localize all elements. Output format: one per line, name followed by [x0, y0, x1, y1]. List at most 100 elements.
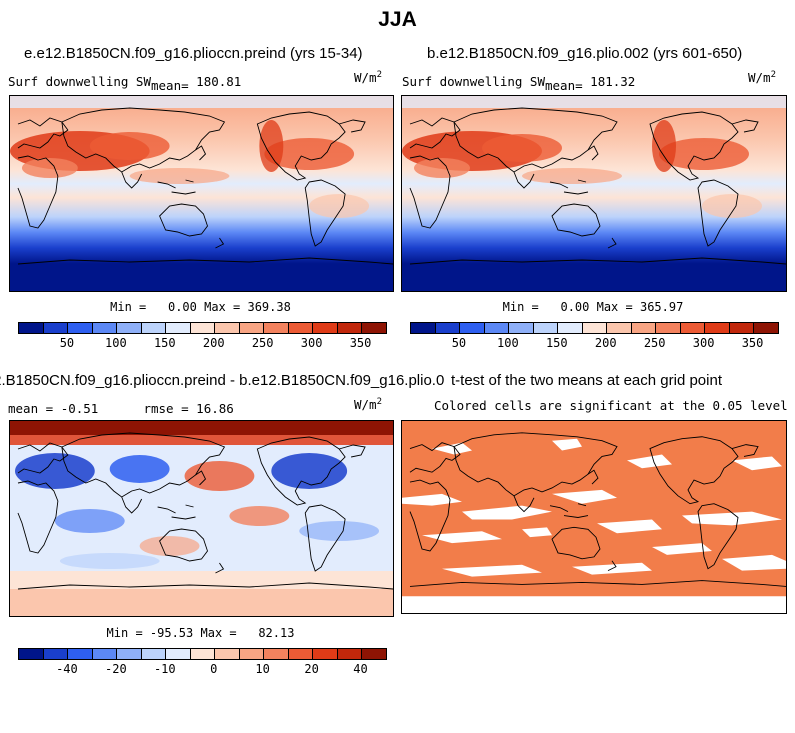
panel3-rmse-value: 16.86: [196, 401, 234, 416]
panel3-colorbar-ticks: -40 -20 -10 0 10 20 40: [18, 662, 385, 678]
colorbar-swatch: [509, 323, 534, 333]
panel4-title: t-test of the two means at each grid poi…: [451, 372, 722, 389]
panel2-minmax: Min = 0.00 Max = 365.97: [502, 300, 684, 314]
panel2-colorbar: [410, 322, 779, 334]
colorbar-swatch: [239, 649, 265, 659]
panel2-variable-label: Surf downwelling SWmean= 181.32: [402, 74, 635, 93]
colorbar-tick-label: 250: [643, 336, 666, 350]
main-title: JJA: [378, 8, 417, 31]
colorbar-swatch: [313, 649, 338, 659]
panel1-minmax: Min = 0.00 Max = 369.38: [110, 300, 291, 314]
panel1-colorbar: [18, 322, 387, 334]
colorbar-swatch: [705, 323, 730, 333]
panel2-mean-label: mean=: [545, 77, 583, 93]
panel3-map: [9, 420, 394, 617]
panel3-title: e.e12.B1850CN.f09_g16.plioccn.preind - b…: [0, 372, 445, 389]
colorbar-swatch: [19, 323, 44, 333]
colorbar-swatch: [288, 323, 314, 333]
colorbar-swatch: [190, 323, 216, 333]
colorbar-swatch: [656, 323, 681, 333]
colorbar-swatch: [680, 323, 706, 333]
colorbar-tick-label: 150: [153, 336, 176, 350]
colorbar-tick-label: 100: [497, 336, 519, 350]
colorbar-swatch: [484, 323, 510, 333]
panel1-variable-label: Surf downwelling SWmean= 180.81: [8, 74, 241, 93]
colorbar-swatch: [141, 323, 167, 333]
panel3-rmse-label: rmse =: [143, 401, 189, 416]
colorbar-swatch: [313, 323, 338, 333]
panel3-mean-label: mean =: [8, 401, 54, 416]
colorbar-swatch: [166, 323, 191, 333]
colorbar-swatch: [362, 323, 386, 333]
colorbar-tick-label: 250: [251, 336, 274, 350]
colorbar-tick-label: 20: [304, 662, 319, 676]
colorbar-swatch: [264, 649, 289, 659]
colorbar-tick-label: 50: [451, 336, 467, 350]
panel1-mean-label: mean=: [151, 77, 189, 93]
colorbar-tick-label: 50: [59, 336, 75, 350]
colorbar-swatch: [215, 649, 240, 659]
colorbar-tick-label: 300: [300, 336, 323, 350]
colorbar-tick-label: -10: [153, 662, 176, 676]
colorbar-swatch: [337, 323, 363, 333]
panel4-map: [401, 420, 787, 614]
colorbar-swatch: [141, 649, 167, 659]
panel3-stats: mean = -0.51 rmse = 16.86: [8, 401, 234, 416]
colorbar-swatch: [239, 323, 265, 333]
colorbar-swatch: [729, 323, 755, 333]
panel1-title: e.e12.B1850CN.f09_g16.plioccn.preind (yr…: [24, 45, 363, 62]
panel2-mean-value: 181.32: [590, 74, 636, 89]
panel3-mean-value: -0.51: [60, 401, 99, 416]
panel3-minmax: Min = -95.53 Max = 82.13: [106, 626, 295, 640]
colorbar-swatch: [19, 649, 44, 659]
colorbar-swatch: [68, 649, 93, 659]
colorbar-tick-label: 0: [210, 662, 218, 676]
panel1-map: [9, 95, 394, 292]
colorbar-tick-label: 350: [741, 336, 764, 350]
colorbar-tick-label: 10: [255, 662, 270, 676]
colorbar-swatch: [631, 323, 657, 333]
colorbar-swatch: [43, 323, 69, 333]
colorbar-swatch: [558, 323, 583, 333]
colorbar-tick-label: 150: [545, 336, 568, 350]
colorbar-swatch: [337, 649, 363, 659]
colorbar-swatch: [68, 323, 93, 333]
colorbar-swatch: [435, 323, 461, 333]
colorbar-swatch: [362, 649, 386, 659]
colorbar-tick-label: 200: [594, 336, 617, 350]
panel4-subtitle: Colored cells are significant at the 0.0…: [434, 398, 788, 413]
panel3-colorbar: [18, 648, 387, 660]
panel1-colorbar-ticks: 50 100 150 200 250 300 350: [18, 336, 385, 352]
panel3-units: W/m2: [354, 397, 382, 413]
colorbar-swatch: [533, 323, 559, 333]
panel1-mean-value: 180.81: [196, 74, 242, 89]
colorbar-swatch: [288, 649, 314, 659]
colorbar-swatch: [607, 323, 632, 333]
colorbar-swatch: [264, 323, 289, 333]
colorbar-swatch: [117, 649, 142, 659]
panel1-units: W/m2: [354, 70, 382, 86]
colorbar-swatch: [166, 649, 191, 659]
colorbar-swatch: [460, 323, 485, 333]
colorbar-tick-label: 40: [353, 662, 368, 676]
colorbar-swatch: [92, 323, 118, 333]
colorbar-tick-label: 200: [202, 336, 225, 350]
colorbar-tick-label: -40: [56, 662, 78, 676]
colorbar-swatch: [43, 649, 69, 659]
colorbar-swatch: [92, 649, 118, 659]
colorbar-swatch: [754, 323, 778, 333]
colorbar-swatch: [215, 323, 240, 333]
colorbar-swatch: [582, 323, 608, 333]
colorbar-tick-label: -20: [105, 662, 127, 676]
colorbar-swatch: [117, 323, 142, 333]
colorbar-swatch: [411, 323, 436, 333]
panel2-map: [401, 95, 787, 292]
colorbar-tick-label: 100: [105, 336, 127, 350]
colorbar-swatch: [190, 649, 216, 659]
panel2-colorbar-ticks: 50 100 150 200 250 300 350: [410, 336, 777, 352]
panel3-title-clip: e.e12.B1850CN.f09_g16.plioccn.preind - b…: [0, 372, 445, 392]
panel2-units: W/m2: [748, 70, 776, 86]
colorbar-tick-label: 350: [349, 336, 372, 350]
panel2-title: b.e12.B1850CN.f09_g16.plio.002 (yrs 601-…: [427, 45, 743, 62]
panel1-var-name: Surf downwelling SW: [8, 74, 151, 89]
